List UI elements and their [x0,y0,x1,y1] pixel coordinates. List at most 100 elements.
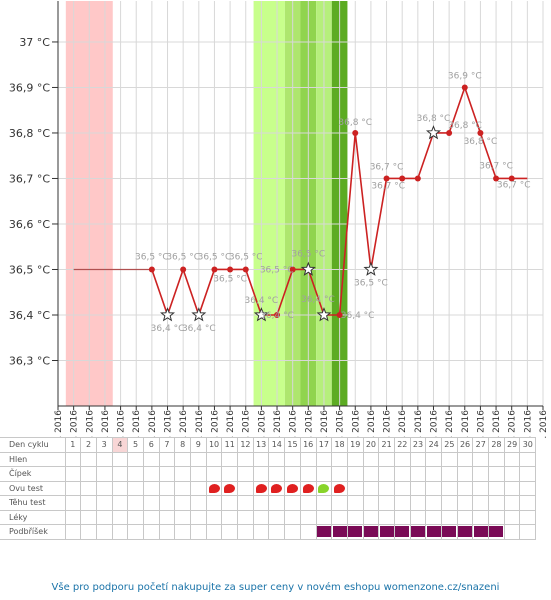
cycle-cell[interactable] [393,466,411,482]
cycle-cell[interactable] [393,524,411,540]
cycle-cell[interactable] [503,495,521,511]
cycle-day-number[interactable]: 7 [158,437,176,453]
cycle-cell[interactable] [142,524,160,540]
cycle-cell[interactable] [488,466,505,482]
cycle-cell[interactable] [503,509,521,525]
cycle-cell[interactable] [378,509,395,525]
cycle-cell[interactable] [393,495,411,511]
cycle-cell[interactable] [472,495,490,511]
cycle-cell[interactable] [190,451,207,467]
cycle-day-number[interactable]: 4 [111,437,129,453]
cycle-cell[interactable] [64,480,82,496]
cycle-cell[interactable] [393,480,411,496]
cycle-cell[interactable] [95,495,113,511]
cycle-cell[interactable] [111,451,129,467]
cycle-cell[interactable] [127,451,144,467]
cycle-cell[interactable] [190,480,207,496]
cycle-day-number[interactable]: 1 [64,437,82,453]
cycle-cell[interactable] [252,524,270,540]
cycle-cell[interactable] [346,451,364,467]
cycle-cell[interactable] [127,480,144,496]
cycle-cell[interactable] [190,495,207,511]
cycle-cell[interactable] [346,480,364,496]
cycle-cell[interactable] [362,466,380,482]
cycle-cell[interactable] [111,509,129,525]
cycle-cell[interactable] [142,495,160,511]
cycle-cell[interactable] [503,466,521,482]
cycle-cell[interactable] [284,509,301,525]
cycle-cell[interactable] [205,524,223,540]
cycle-cell[interactable] [174,451,191,467]
cycle-cell[interactable] [409,480,427,496]
cycle-cell[interactable] [127,466,144,482]
cycle-cell[interactable] [190,509,207,525]
cycle-cell[interactable] [268,480,286,496]
cycle-cell[interactable] [80,524,97,540]
cycle-cell[interactable] [190,524,207,540]
cycle-cell[interactable] [425,466,442,482]
cycle-cell[interactable] [441,480,458,496]
cycle-cell[interactable] [503,524,521,540]
cycle-cell[interactable] [268,466,286,482]
cycle-cell[interactable] [362,480,380,496]
cycle-cell[interactable] [299,495,317,511]
cycle-cell[interactable] [221,509,239,525]
cycle-day-number[interactable]: 17 [315,437,333,453]
cycle-cell[interactable] [456,466,474,482]
cycle-cell[interactable] [315,524,333,540]
cycle-cell[interactable] [409,466,427,482]
cycle-cell[interactable] [346,524,364,540]
cycle-cell[interactable] [362,509,380,525]
cycle-day-number[interactable]: 20 [362,437,380,453]
cycle-cell[interactable] [441,451,458,467]
cycle-cell[interactable] [378,466,395,482]
cycle-day-number[interactable]: 11 [221,437,239,453]
cycle-cell[interactable] [519,466,537,482]
cycle-cell[interactable] [237,480,254,496]
cycle-cell[interactable] [488,480,505,496]
cycle-cell[interactable] [95,480,113,496]
cycle-cell[interactable] [252,480,270,496]
cycle-cell[interactable] [488,451,505,467]
cycle-cell[interactable] [158,451,176,467]
cycle-cell[interactable] [393,509,411,525]
cycle-cell[interactable] [221,524,239,540]
cycle-cell[interactable] [425,524,442,540]
cycle-cell[interactable] [174,466,191,482]
cycle-cell[interactable] [488,524,505,540]
cycle-cell[interactable] [331,466,348,482]
cycle-cell[interactable] [284,480,301,496]
cycle-cell[interactable] [205,466,223,482]
cycle-day-number[interactable]: 27 [472,437,490,453]
cycle-cell[interactable] [158,495,176,511]
cycle-cell[interactable] [299,509,317,525]
cycle-cell[interactable] [519,509,537,525]
cycle-cell[interactable] [268,451,286,467]
cycle-cell[interactable] [142,509,160,525]
cycle-cell[interactable] [488,509,505,525]
cycle-cell[interactable] [456,495,474,511]
cycle-cell[interactable] [299,451,317,467]
cycle-day-number[interactable]: 25 [441,437,458,453]
cycle-day-number[interactable]: 23 [409,437,427,453]
cycle-cell[interactable] [205,509,223,525]
cycle-cell[interactable] [519,524,537,540]
cycle-cell[interactable] [284,466,301,482]
cycle-cell[interactable] [346,509,364,525]
cycle-cell[interactable] [64,451,82,467]
cycle-cell[interactable] [237,466,254,482]
cycle-day-number[interactable]: 6 [142,437,160,453]
cycle-day-number[interactable]: 30 [519,437,537,453]
cycle-cell[interactable] [441,495,458,511]
cycle-day-number[interactable]: 21 [378,437,395,453]
cycle-cell[interactable] [252,509,270,525]
cycle-cell[interactable] [425,451,442,467]
cycle-cell[interactable] [472,509,490,525]
cycle-cell[interactable] [378,451,395,467]
cycle-cell[interactable] [331,451,348,467]
cycle-cell[interactable] [409,451,427,467]
cycle-cell[interactable] [378,495,395,511]
cycle-day-number[interactable]: 10 [205,437,223,453]
cycle-cell[interactable] [441,509,458,525]
cycle-cell[interactable] [64,466,82,482]
